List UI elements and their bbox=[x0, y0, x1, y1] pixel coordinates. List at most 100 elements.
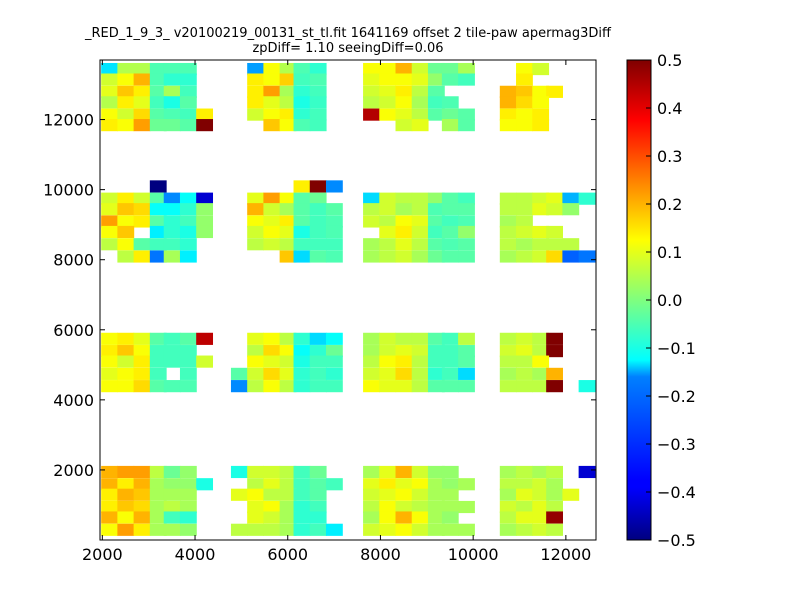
heatmap-cell bbox=[179, 250, 197, 263]
heatmap-cell bbox=[441, 225, 459, 239]
heatmap-cell bbox=[149, 96, 167, 109]
plot-area bbox=[100, 60, 596, 540]
heatmap-cell bbox=[499, 96, 517, 109]
heatmap-cell bbox=[395, 380, 413, 393]
heatmap-cell bbox=[532, 345, 550, 358]
heatmap-cell bbox=[499, 192, 517, 205]
heatmap-cell bbox=[379, 367, 397, 380]
colorbar-tick-label: −0.2 bbox=[657, 387, 696, 406]
heatmap-cell bbox=[532, 380, 550, 393]
heatmap-cell bbox=[133, 332, 151, 345]
heatmap-cell bbox=[395, 203, 413, 216]
heatmap-cell bbox=[427, 73, 445, 86]
heatmap-cell bbox=[379, 250, 397, 263]
heatmap-cell bbox=[263, 192, 281, 205]
heatmap-cell bbox=[325, 355, 343, 368]
heatmap-cell bbox=[379, 523, 397, 536]
heatmap-cell bbox=[379, 192, 397, 205]
heatmap-cell bbox=[149, 380, 167, 393]
heatmap-cell bbox=[427, 511, 445, 524]
heatmap-cell bbox=[263, 225, 281, 239]
heatmap-cell bbox=[309, 465, 327, 479]
colorbar-tick-label: 0.0 bbox=[657, 291, 682, 310]
heatmap-cell bbox=[325, 478, 343, 491]
heatmap-cell bbox=[179, 367, 197, 380]
heatmap-cell bbox=[293, 465, 311, 479]
heatmap-cell bbox=[179, 500, 197, 514]
heatmap-cell bbox=[363, 500, 380, 514]
heatmap-cell bbox=[279, 332, 297, 345]
heatmap-cell bbox=[379, 380, 397, 393]
heatmap-cell bbox=[532, 225, 550, 239]
heatmap-cell bbox=[293, 332, 311, 345]
heatmap-cell bbox=[458, 108, 475, 121]
heatmap-cell bbox=[149, 511, 167, 524]
heatmap-cell bbox=[516, 345, 533, 358]
y-tick-label: 6000 bbox=[53, 321, 94, 340]
heatmap-cell bbox=[247, 62, 264, 76]
heatmap-cell bbox=[546, 85, 563, 98]
heatmap-cell bbox=[263, 73, 281, 86]
heatmap-cell bbox=[325, 345, 343, 358]
heatmap-cell bbox=[441, 367, 459, 380]
heatmap-cell bbox=[411, 511, 429, 524]
heatmap-cell bbox=[395, 523, 413, 536]
heatmap-cell bbox=[149, 478, 167, 491]
heatmap-cell bbox=[441, 511, 459, 524]
heatmap-cell bbox=[293, 511, 311, 524]
heatmap-cell bbox=[441, 238, 459, 251]
heatmap-cell bbox=[363, 85, 380, 98]
heatmap-cell bbox=[458, 380, 475, 393]
heatmap-cell bbox=[263, 488, 281, 501]
heatmap-cell bbox=[395, 225, 413, 239]
heatmap-cell bbox=[101, 119, 118, 132]
heatmap-cell bbox=[411, 488, 429, 501]
heatmap-cell bbox=[263, 62, 281, 76]
heatmap-cell bbox=[532, 332, 550, 345]
heatmap-cell bbox=[363, 108, 380, 121]
heatmap-cell bbox=[293, 345, 311, 358]
heatmap-cell bbox=[395, 62, 413, 76]
heatmap-cell bbox=[133, 523, 151, 536]
heatmap-cell bbox=[163, 108, 181, 121]
heatmap-cell bbox=[411, 380, 429, 393]
heatmap-cell bbox=[516, 250, 533, 263]
heatmap-cell bbox=[309, 96, 327, 109]
heatmap-cell bbox=[230, 465, 248, 479]
heatmap-cell bbox=[263, 511, 281, 524]
heatmap-cell bbox=[163, 238, 181, 251]
heatmap-cell bbox=[179, 85, 197, 98]
heatmap-cell bbox=[293, 225, 311, 239]
chart-title-line-2: zpDiff= 1.10 seeingDiff=0.06 bbox=[252, 41, 443, 56]
heatmap-cell bbox=[247, 465, 264, 479]
heatmap-cell bbox=[546, 203, 563, 216]
heatmap-cell bbox=[149, 119, 167, 132]
heatmap-cell bbox=[101, 73, 118, 86]
heatmap-cell bbox=[196, 215, 214, 228]
heatmap-cell bbox=[411, 238, 429, 251]
heatmap-cell bbox=[133, 380, 151, 393]
heatmap-cell bbox=[532, 96, 550, 109]
heatmap-cell bbox=[263, 119, 281, 132]
heatmap-cell bbox=[117, 332, 135, 345]
heatmap-cell bbox=[196, 225, 214, 239]
heatmap-cell bbox=[546, 465, 563, 479]
heatmap-cell bbox=[395, 119, 413, 132]
heatmap-cell bbox=[117, 119, 135, 132]
heatmap-cell bbox=[293, 85, 311, 98]
heatmap-cell bbox=[532, 85, 550, 98]
heatmap-cell bbox=[363, 355, 380, 368]
heatmap-cell bbox=[309, 73, 327, 86]
heatmap-cell bbox=[546, 511, 563, 524]
colorbar-tick-label: 0.4 bbox=[657, 99, 682, 118]
heatmap-cell bbox=[263, 96, 281, 109]
heatmap-cell bbox=[133, 96, 151, 109]
y-tick-label: 12000 bbox=[43, 111, 94, 130]
heatmap-cell bbox=[516, 367, 533, 380]
heatmap-cell bbox=[546, 523, 563, 536]
plot-frame bbox=[99, 59, 597, 541]
x-tick-label: 12000 bbox=[540, 545, 591, 564]
heatmap-cell bbox=[499, 225, 517, 239]
heatmap-cell bbox=[458, 192, 475, 205]
